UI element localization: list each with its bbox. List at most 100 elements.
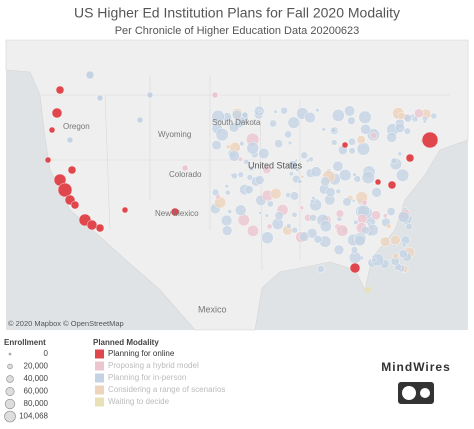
institution-bubble: [44, 156, 52, 164]
institution-bubble: [228, 150, 240, 162]
institution-bubble: [310, 199, 315, 204]
bubbles: [44, 70, 439, 293]
institution-bubble: [392, 244, 396, 249]
color-swatch: [95, 397, 104, 407]
institution-bubble: [297, 178, 303, 184]
institution-bubble: [332, 160, 344, 172]
institution-bubble: [347, 137, 356, 146]
institution-bubble: [392, 252, 399, 260]
institution-bubble: [309, 214, 317, 222]
by-icon: [420, 388, 430, 398]
institution-bubble: [313, 235, 323, 244]
institution-bubble: [181, 164, 189, 172]
institution-bubble: [352, 172, 357, 177]
institution-bubble: [225, 189, 231, 196]
institution-bubble: [371, 257, 377, 263]
map-label: Colorado: [169, 170, 202, 179]
institution-bubble: [365, 287, 371, 293]
institution-bubble: [398, 249, 408, 259]
institution-bubble: [95, 223, 105, 233]
institution-bubble: [356, 135, 366, 145]
institution-bubble: [414, 108, 424, 119]
institution-bubble: [349, 262, 361, 274]
institution-bubble: [371, 210, 381, 220]
institution-bubble: [396, 168, 410, 182]
institution-bubble: [227, 209, 233, 215]
institution-bubble: [370, 132, 378, 140]
institution-bubble: [266, 200, 274, 208]
color-swatch: [95, 385, 104, 395]
institution-bubble: [330, 127, 337, 134]
institution-bubble: [320, 176, 331, 187]
institution-bubble: [96, 94, 104, 102]
size-swatch: [5, 387, 15, 396]
institution-bubble: [386, 207, 396, 217]
institution-bubble: [333, 244, 345, 255]
institution-bubble: [371, 187, 382, 198]
institution-bubble: [248, 165, 255, 172]
institution-bubble: [360, 123, 371, 135]
institution-bubble: [215, 128, 229, 142]
institution-bubble: [288, 171, 294, 177]
institution-bubble: [397, 151, 403, 157]
institution-bubble: [246, 174, 253, 181]
institution-bubble: [390, 157, 398, 165]
subtitle: Per Chronicle of Higher Education Data 2…: [115, 25, 360, 37]
size-swatch: [8, 352, 12, 356]
logo: MindWires: [381, 360, 451, 404]
institution-bubble: [286, 223, 292, 229]
institution-bubble: [356, 142, 371, 156]
institution-bubble: [287, 140, 293, 146]
size-label: 60,000: [24, 387, 49, 396]
institution-bubble: [261, 231, 274, 245]
institution-bubble: [390, 234, 401, 246]
institution-bubble: [243, 158, 249, 165]
institution-bubble: [347, 116, 356, 125]
institution-bubble: [288, 160, 298, 171]
institution-bubble: [85, 70, 95, 80]
institution-bubble: [342, 197, 352, 207]
color-swatch: [95, 361, 104, 371]
color-swatch: [95, 349, 104, 359]
institution-bubble: [315, 108, 320, 113]
institution-bubble: [211, 91, 219, 99]
institution-bubble: [430, 112, 438, 120]
institution-bubble: [348, 147, 356, 155]
institution-bubble: [228, 122, 240, 133]
institution-bubble: [211, 188, 220, 196]
institution-bubble: [284, 130, 292, 139]
institution-bubble: [237, 213, 250, 227]
institution-bubble: [291, 211, 298, 218]
institution-bubble: [55, 85, 65, 95]
size-swatch: [6, 375, 14, 383]
institution-bubble: [257, 109, 262, 114]
map-label: New Mexico: [155, 209, 199, 218]
institution-bubble: [231, 172, 238, 180]
institution-bubble: [294, 158, 299, 163]
institution-bubble: [258, 148, 270, 160]
category-label: Planning for online: [108, 349, 175, 358]
institution-bubble: [331, 139, 338, 146]
map-label: Oregon: [63, 122, 90, 131]
institution-bubble: [254, 175, 265, 185]
category-label: Waiting to decide: [108, 397, 170, 406]
logo-text: MindWires: [381, 360, 451, 374]
institution-bubble: [287, 116, 300, 129]
institution-bubble: [341, 141, 349, 149]
institution-bubble: [403, 113, 413, 123]
institution-bubble: [371, 253, 385, 267]
institution-bubble: [422, 119, 427, 124]
institution-bubble: [335, 188, 342, 195]
category-label: Proposing a hybrid model: [108, 361, 199, 370]
institution-bubble: [321, 127, 326, 132]
institution-bubble: [336, 224, 349, 237]
institution-bubble: [234, 204, 247, 217]
institution-bubble: [353, 175, 361, 183]
institution-bubble: [262, 165, 271, 174]
institution-bubble: [264, 213, 269, 218]
institution-bubble: [51, 107, 63, 119]
institution-bubble: [273, 109, 278, 114]
institution-bubble: [401, 242, 407, 248]
institution-bubble: [325, 187, 336, 198]
